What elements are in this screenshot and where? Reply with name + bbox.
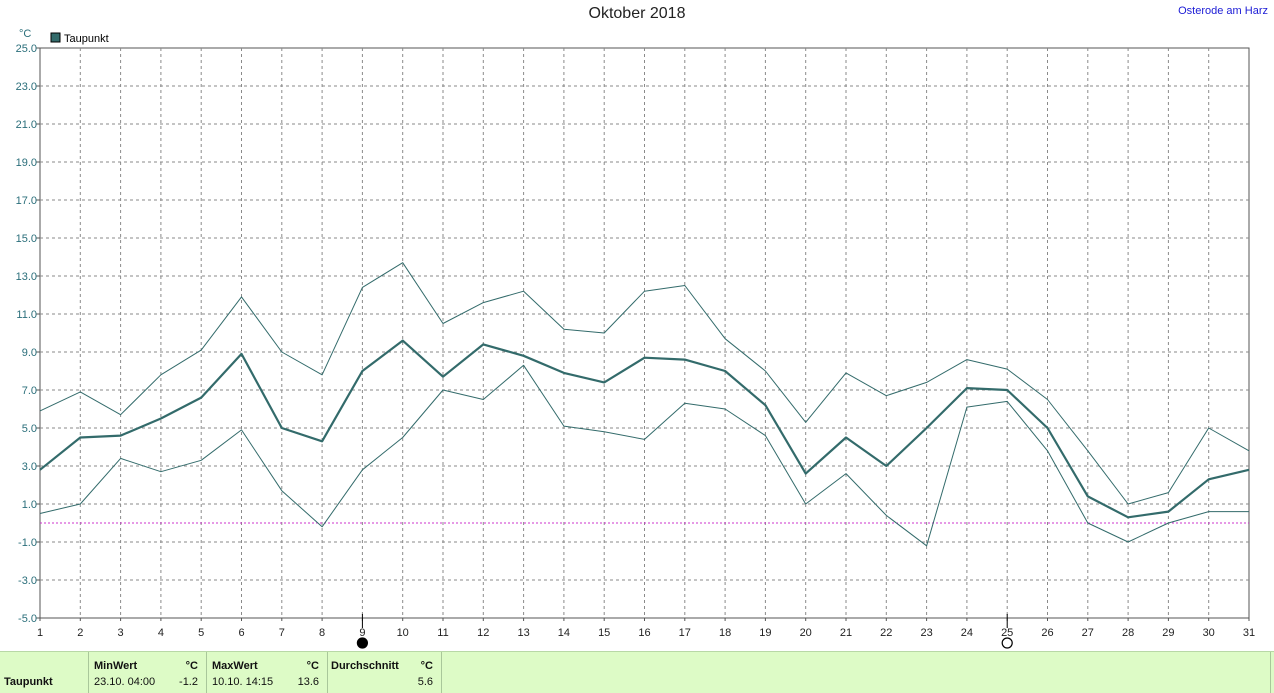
max-datetime: 10.10. 14:15 <box>212 676 274 688</box>
y-tick-label: 19.0 <box>16 157 37 169</box>
max-value-cell: MaxWert °C 10.10. 14:15 13.6 <box>207 652 328 693</box>
unit-label: °C <box>19 28 31 40</box>
min-datetime: 23.10. 04:00 <box>94 676 156 688</box>
x-tick-label: 8 <box>319 627 325 639</box>
average-header: Durchschnitt <box>331 660 399 672</box>
x-tick-label: 12 <box>477 627 489 639</box>
y-tick-label: 11.0 <box>16 309 37 321</box>
footer-row-label-cell: Taupunkt <box>0 652 89 693</box>
y-tick-label: 25.0 <box>16 43 37 55</box>
x-tick-label: 7 <box>279 627 285 639</box>
x-tick-label: 28 <box>1122 627 1134 639</box>
legend-swatch <box>50 32 61 43</box>
x-tick-label: 18 <box>719 627 731 639</box>
footer-row-label: Taupunkt <box>4 676 53 688</box>
min-value-cell: MinWert °C 23.10. 04:00 -1.2 <box>89 652 207 693</box>
x-tick-label: 15 <box>598 627 610 639</box>
y-tick-label: -5.0 <box>18 613 37 625</box>
y-tick-label: 5.0 <box>22 423 37 435</box>
min-header: MinWert <box>94 660 138 672</box>
x-tick-label: 26 <box>1041 627 1053 639</box>
y-tick-label: 21.0 <box>16 119 37 131</box>
new-moon-icon <box>356 637 368 649</box>
x-tick-label: 31 <box>1243 627 1255 639</box>
x-tick-label: 30 <box>1203 627 1215 639</box>
chart-title: Oktober 2018 <box>588 5 686 22</box>
x-tick-label: 9 <box>359 627 365 639</box>
footer-end-divider <box>1270 652 1271 693</box>
average-unit: °C <box>420 660 433 672</box>
x-tick-label: 5 <box>198 627 204 639</box>
x-tick-label: 10 <box>397 627 409 639</box>
x-tick-label: 25 <box>1001 627 1013 639</box>
average-value: 5.6 <box>417 676 433 688</box>
y-tick-label: 17.0 <box>16 195 37 207</box>
dewpoint-chart: 25.023.021.019.017.015.013.011.09.07.05.… <box>16 28 1255 649</box>
x-tick-label: 17 <box>679 627 691 639</box>
x-tick-label: 20 <box>800 627 812 639</box>
y-tick-label: -1.0 <box>18 537 37 549</box>
x-tick-label: 19 <box>759 627 771 639</box>
max-unit: °C <box>306 660 319 672</box>
statistics-footer: Taupunkt MinWert °C 23.10. 04:00 -1.2 Ma… <box>0 651 1274 693</box>
x-tick-label: 13 <box>517 627 529 639</box>
x-tick-label: 11 <box>437 627 448 639</box>
series-line-min <box>39 364 1249 547</box>
y-tick-label: 13.0 <box>16 271 37 283</box>
y-tick-label: 15.0 <box>16 233 37 245</box>
legend-label: Taupunkt <box>64 33 109 45</box>
x-tick-label: 3 <box>118 627 124 639</box>
x-tick-label: 22 <box>880 627 892 639</box>
x-tick-label: 2 <box>77 627 83 639</box>
y-tick-label: 23.0 <box>16 81 37 93</box>
y-tick-label: 3.0 <box>22 461 37 473</box>
x-tick-label: 1 <box>37 627 43 639</box>
y-tick-label: 7.0 <box>22 385 37 397</box>
x-tick-label: 24 <box>961 627 973 639</box>
x-tick-label: 21 <box>840 627 852 639</box>
x-tick-label: 29 <box>1162 627 1174 639</box>
y-tick-label: -3.0 <box>18 575 37 587</box>
max-value: 13.6 <box>297 676 319 688</box>
x-tick-label: 27 <box>1082 627 1094 639</box>
y-tick-label: 1.0 <box>22 499 37 511</box>
min-value: -1.2 <box>179 676 198 688</box>
full-moon-icon <box>1001 637 1013 649</box>
x-tick-label: 23 <box>920 627 932 639</box>
location-link[interactable]: Osterode am Harz <box>1178 5 1268 17</box>
x-tick-label: 14 <box>558 627 570 639</box>
min-unit: °C <box>185 660 198 672</box>
series-line-max <box>39 262 1250 505</box>
y-tick-label: 9.0 <box>22 347 37 359</box>
max-header: MaxWert <box>212 660 258 672</box>
x-tick-label: 4 <box>158 627 164 639</box>
x-tick-label: 6 <box>238 627 244 639</box>
average-value-cell: Durchschnitt °C 5.6 <box>328 652 442 693</box>
series-line-mean <box>39 339 1250 519</box>
x-tick-label: 16 <box>638 627 650 639</box>
